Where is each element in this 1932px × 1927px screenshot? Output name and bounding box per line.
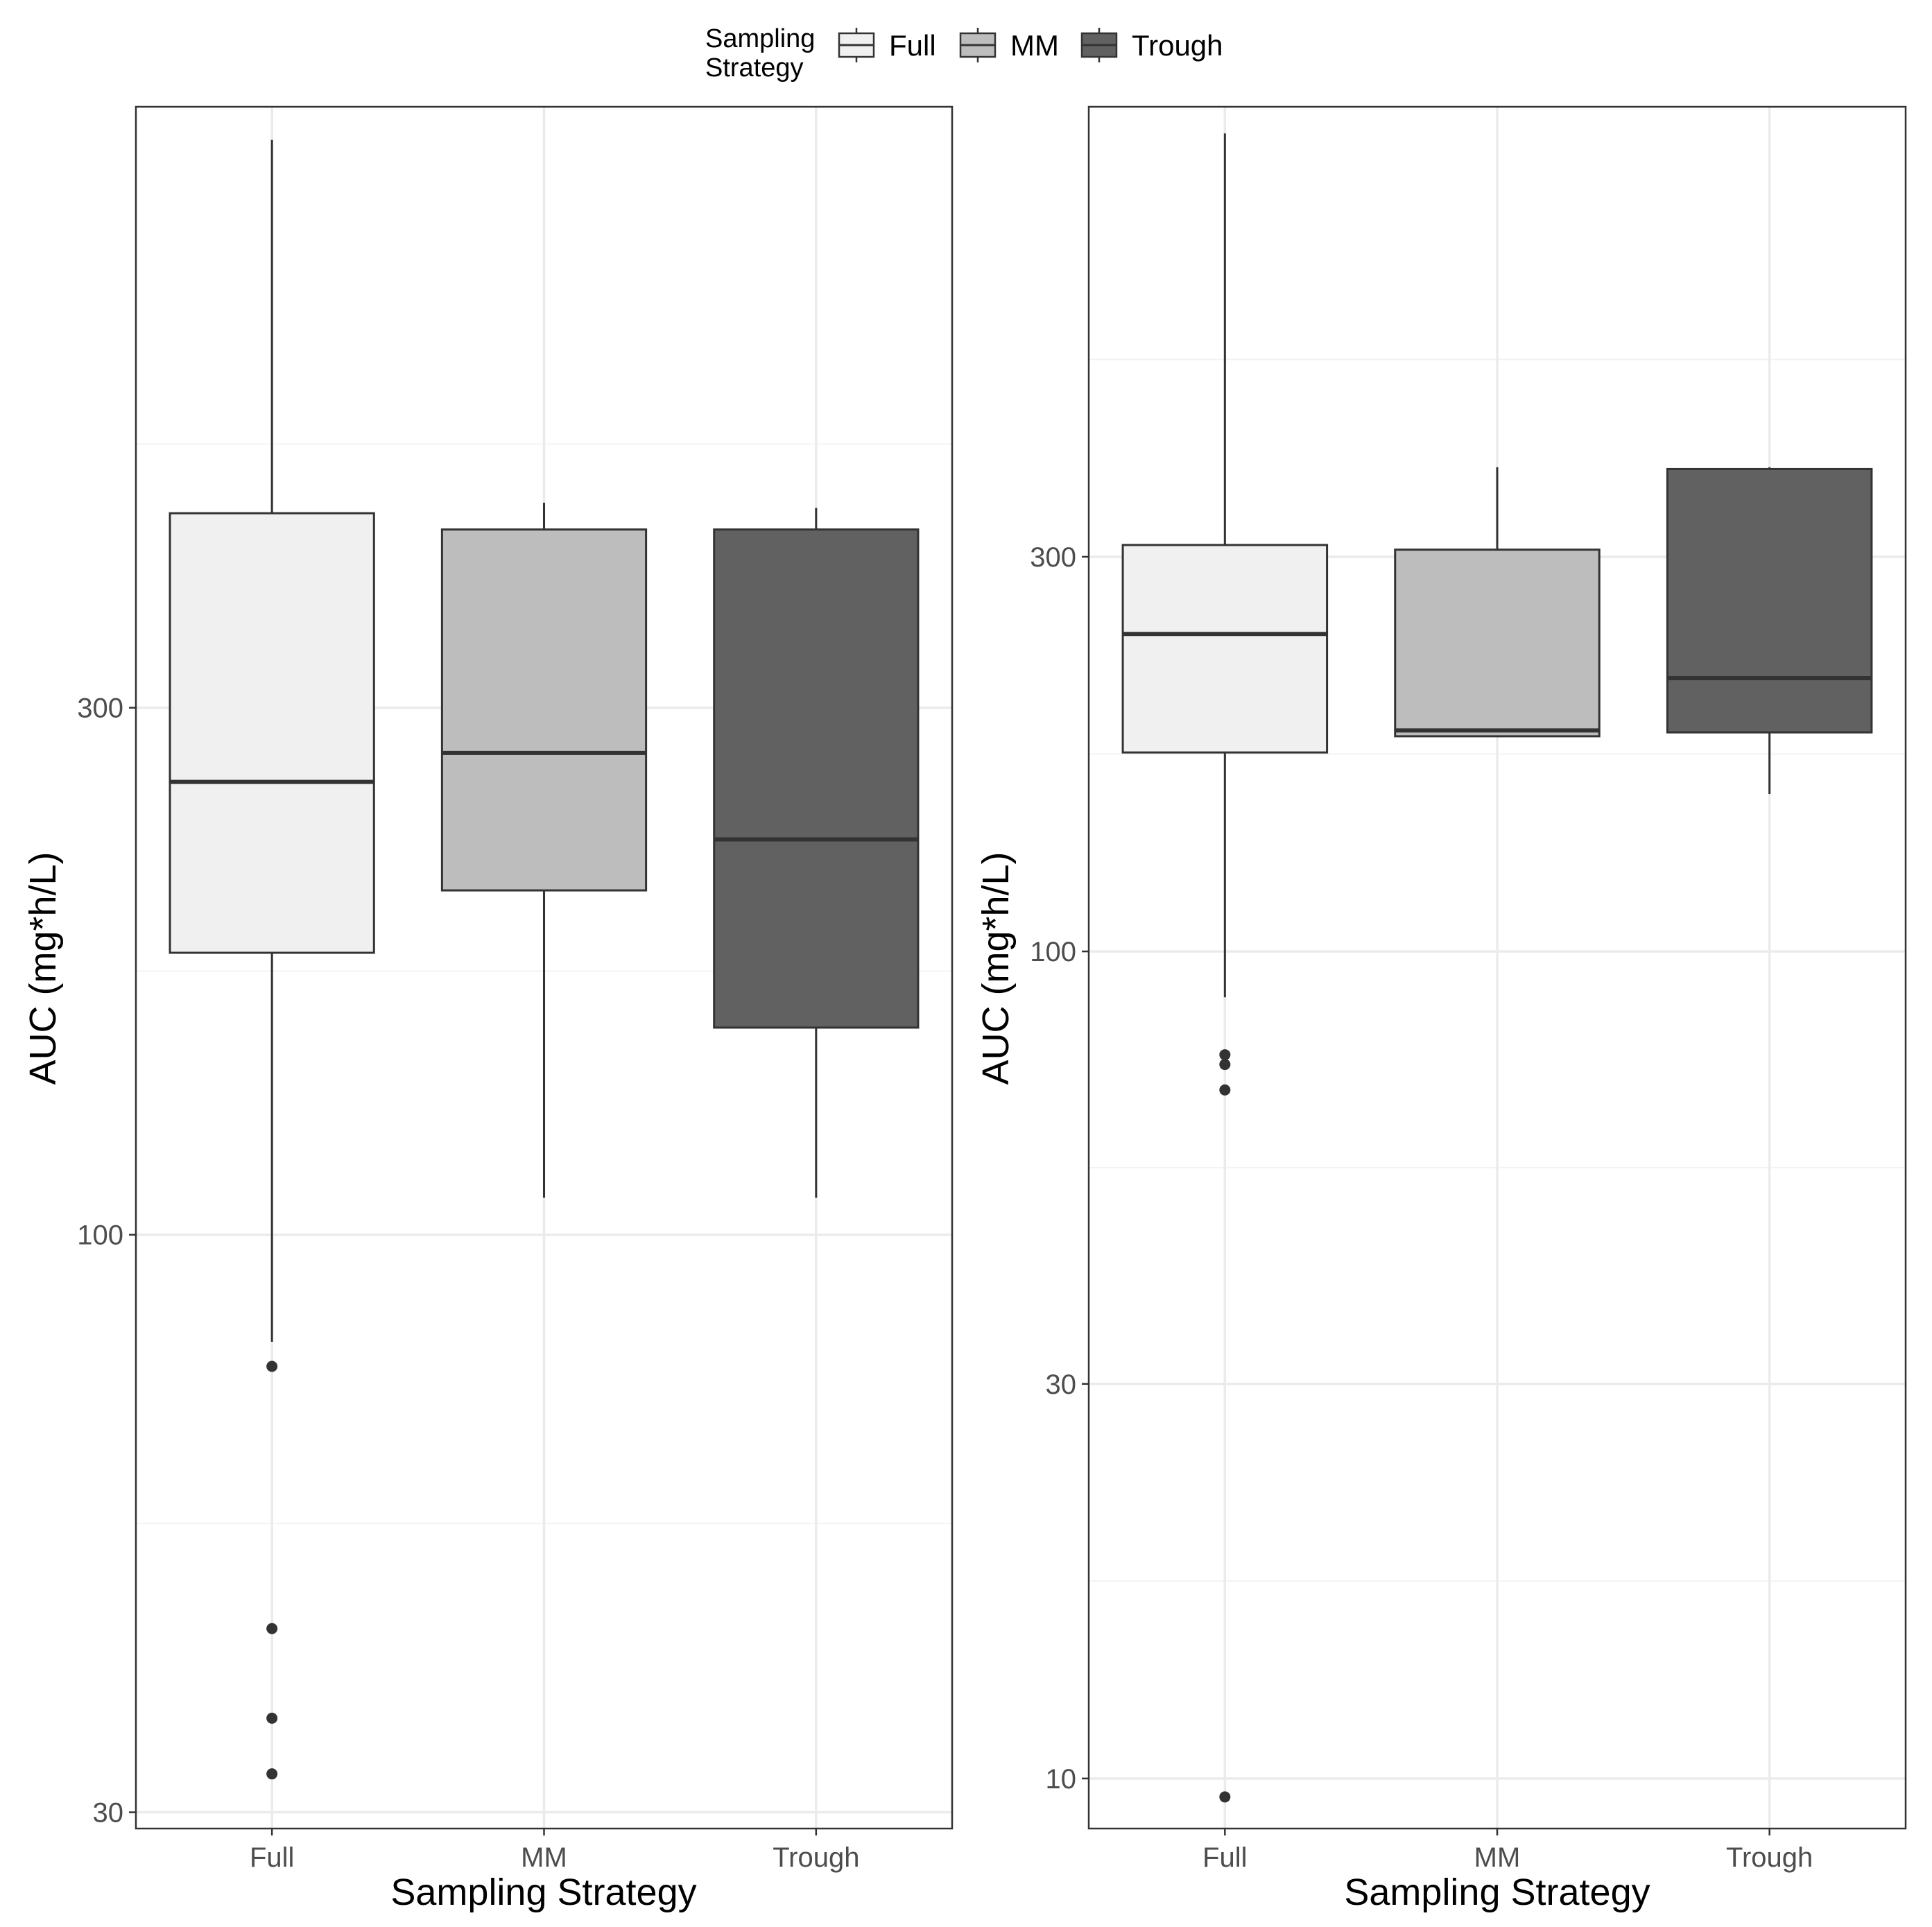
y-tick-label: 300	[1030, 542, 1076, 573]
x-tick-label: Full	[1202, 1842, 1247, 1873]
y-tick-label: 10	[1046, 1764, 1077, 1795]
box-iqr	[1666, 467, 1873, 734]
box-mm	[1394, 467, 1601, 738]
x-tick-label: Full	[250, 1842, 294, 1873]
outlier-point	[266, 1768, 278, 1780]
x-tick-label: Trough	[1726, 1842, 1813, 1873]
box-trough	[713, 508, 920, 1198]
box-trough	[1666, 467, 1873, 795]
y-axis-title: AUC (mg*h/L)	[22, 852, 64, 1085]
y-tick-label: 30	[93, 1798, 124, 1829]
y-tick-label: 30	[1046, 1369, 1077, 1400]
box-mm	[440, 502, 648, 1198]
legend-title-line1: Sampling	[705, 24, 815, 53]
box-iqr	[1394, 548, 1601, 738]
box-iqr	[713, 528, 920, 1029]
outlier-point	[1219, 1059, 1231, 1071]
panel-right: 10 30 100 300 Full MM Trough Sampling Strategy A…	[975, 105, 1907, 1913]
legend-label: Full	[889, 29, 936, 62]
y-tick-label: 100	[1030, 937, 1076, 967]
legend-entry-trough: Trough	[1080, 28, 1223, 62]
x-tick-label: MM	[1474, 1842, 1521, 1873]
box-iqr	[169, 512, 375, 954]
y-axis-title: AUC (mg*h/L)	[975, 852, 1017, 1085]
x-tick-label: MM	[521, 1842, 567, 1873]
legend-label: Trough	[1132, 29, 1223, 62]
legend-entry-mm: MM	[959, 28, 1059, 62]
y-tick-label: 100	[77, 1220, 123, 1251]
box-full	[1121, 133, 1329, 1803]
outlier-point	[266, 1360, 278, 1372]
x-tick-label: Trough	[773, 1842, 859, 1873]
x-axis-title: Sampling Strategy	[1344, 1872, 1650, 1913]
legend-title-line2: Strategy	[705, 53, 804, 83]
box-iqr	[1121, 544, 1329, 754]
outlier-point	[266, 1623, 278, 1634]
legend: Sampling Strategy Full MM Trough	[705, 24, 1223, 83]
outlier-point	[1219, 1084, 1231, 1096]
outlier-point	[1219, 1791, 1231, 1803]
outlier-point	[1219, 1049, 1231, 1061]
box-full	[169, 139, 375, 1780]
panel-left: 30 100 300 Full MM Trough Sampling Strategy AUC…	[22, 105, 954, 1913]
x-axis-title: Sampling Strategy	[390, 1872, 696, 1913]
legend-entry-full: Full	[838, 28, 936, 62]
outlier-point	[266, 1712, 278, 1724]
legend-label: MM	[1010, 29, 1059, 62]
box-iqr	[440, 528, 648, 892]
y-tick-label: 300	[77, 693, 123, 724]
